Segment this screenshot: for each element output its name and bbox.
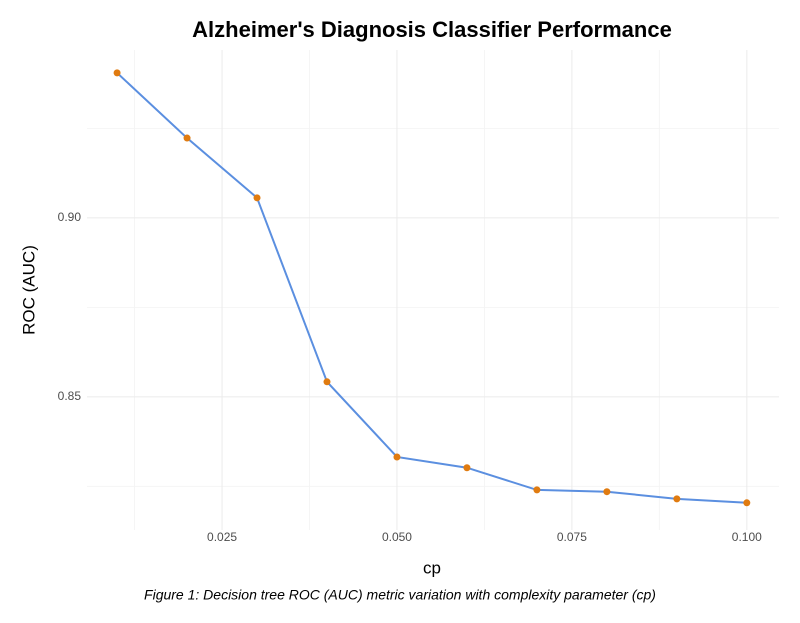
line xyxy=(116,72,747,504)
x-tick-label: 0.100 xyxy=(732,530,762,544)
y-tick-label: 0.90 xyxy=(58,210,82,224)
point xyxy=(673,495,681,503)
y-tick-label: 0.85 xyxy=(58,389,82,403)
x-tick-label: 0.075 xyxy=(557,530,587,544)
point xyxy=(743,499,751,507)
caption: Figure 1: Decision tree ROC (AUC) metric… xyxy=(144,587,656,603)
point xyxy=(463,464,471,472)
point xyxy=(533,486,541,494)
point xyxy=(183,134,191,142)
point xyxy=(323,378,331,386)
x-tick-label: 0.025 xyxy=(207,530,237,544)
x-tick-label: 0.050 xyxy=(382,530,412,544)
point xyxy=(253,194,261,202)
chart-title: Alzheimer's Diagnosis Classifier Perform… xyxy=(192,17,672,42)
point xyxy=(113,69,121,77)
y-axis-label: ROC (AUC) xyxy=(19,245,38,335)
x-axis-label: cp xyxy=(423,558,441,577)
point xyxy=(603,488,611,496)
point xyxy=(393,453,401,461)
